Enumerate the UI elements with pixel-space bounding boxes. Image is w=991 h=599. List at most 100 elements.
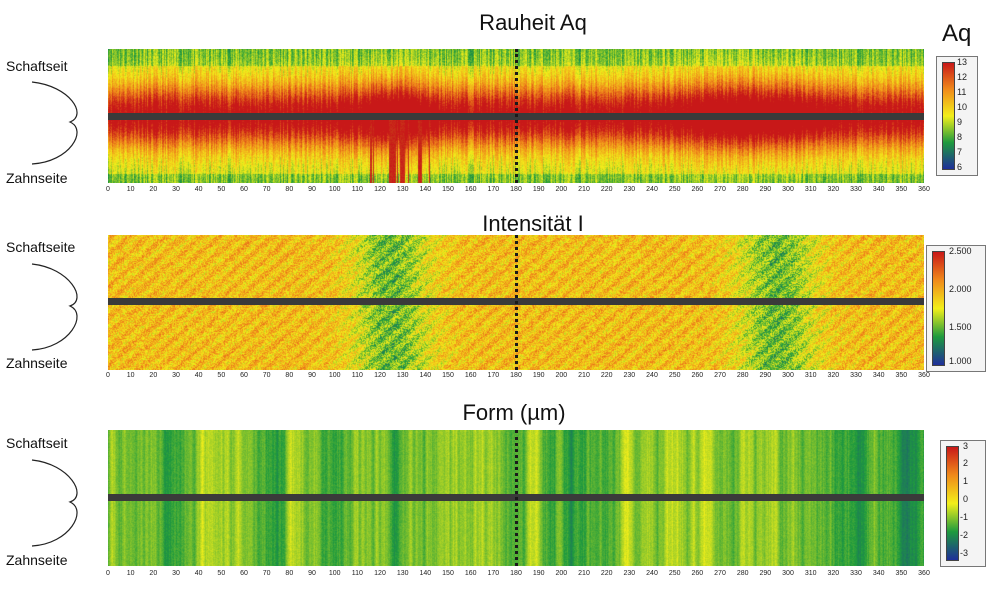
x-tick-label: 220 <box>600 372 613 379</box>
x-tick-label: 270 <box>714 186 726 193</box>
side-label-bottom: Zahnseite <box>6 355 68 371</box>
x-tick-label: 320 <box>827 570 840 577</box>
x-tick-label: 130 <box>396 372 409 379</box>
x-tick-label: 120 <box>374 186 386 193</box>
x-tick-label: 70 <box>262 570 271 577</box>
x-tick-label: 140 <box>419 372 432 379</box>
x-tick-label: 300 <box>782 186 794 193</box>
x-tick-label: 170 <box>487 186 500 193</box>
x-tick-label: 60 <box>240 570 248 577</box>
x-tick-label: 220 <box>600 186 613 193</box>
x-tick-label: 210 <box>578 186 590 193</box>
x-tick-label: 360 <box>918 372 930 379</box>
colorbar-label: -2 <box>960 530 969 540</box>
x-tick-label: 290 <box>759 372 772 379</box>
x-tick-label: 70 <box>262 186 271 193</box>
x-axis: 0 10 20 30 40 50 60 70 80 90 100 110 120 130 140 150 160… <box>106 186 930 200</box>
x-tick-label: 340 <box>872 570 885 577</box>
x-tick-label: 160 <box>464 372 477 379</box>
x-tick-label: 150 <box>442 570 454 577</box>
colorbar-label: -3 <box>960 548 969 558</box>
x-tick-label: 20 <box>149 570 158 577</box>
side-label-bottom: Zahnseite <box>6 552 68 568</box>
colorbar-label: 2.500 <box>949 246 972 256</box>
chart-title: Form (µm) <box>462 400 566 425</box>
x-tick-label: 230 <box>623 570 636 577</box>
x-tick-label: 250 <box>668 186 681 193</box>
chart-title: Intensität I <box>482 211 584 236</box>
colorbar-label: 1.500 <box>949 322 972 332</box>
x-tick-label: 310 <box>804 570 817 577</box>
x-tick-label: 270 <box>714 372 726 379</box>
colorbar: 3 2 1 0 -1 -2 -3 <box>940 440 986 567</box>
colorbar-label: 1 <box>963 476 969 486</box>
colorbar-gradient <box>932 251 945 366</box>
x-tick-label: 90 <box>308 570 316 577</box>
x-tick-label: 90 <box>308 372 316 379</box>
x-tick-label: 100 <box>328 570 341 577</box>
x-tick-label: 280 <box>736 570 749 577</box>
x-tick-label: 190 <box>532 186 545 193</box>
x-tick-label: 70 <box>262 372 271 379</box>
colorbar-label: -1 <box>960 512 969 522</box>
colorbar-label: 13 <box>957 57 968 67</box>
x-tick-label: 80 <box>285 570 294 577</box>
profile-arc-icon <box>31 263 78 351</box>
x-tick-label: 20 <box>149 372 158 379</box>
x-tick-label: 170 <box>487 570 500 577</box>
colorbar-label: 10 <box>957 102 968 112</box>
x-tick-label: 350 <box>895 186 908 193</box>
x-tick-label: 50 <box>217 186 226 193</box>
colorbar-label: 11 <box>957 87 967 97</box>
x-tick-label: 40 <box>194 372 203 379</box>
x-tick-label: 230 <box>623 186 636 193</box>
x-tick-label: 60 <box>240 372 248 379</box>
x-tick-label: 80 <box>285 186 294 193</box>
side-label-top: Schaftseit <box>6 58 68 74</box>
x-tick-label: 110 <box>351 570 363 577</box>
x-tick-label: 210 <box>578 372 590 379</box>
x-tick-label: 180 <box>510 570 522 577</box>
x-tick-label: 240 <box>646 186 658 193</box>
x-tick-label: 20 <box>149 186 158 193</box>
x-tick-label: 190 <box>532 570 545 577</box>
colorbar-label: 9 <box>957 117 963 127</box>
side-label-bottom: Zahnseite <box>6 170 68 186</box>
x-tick-label: 120 <box>374 372 386 379</box>
x-tick-label: 280 <box>736 186 749 193</box>
x-tick-label: 260 <box>691 372 704 379</box>
x-tick-label: 30 <box>172 186 180 193</box>
colorbar-label: 2.000 <box>949 284 972 294</box>
colorbar-label: 12 <box>957 72 968 82</box>
x-tick-label: 360 <box>918 186 930 193</box>
x-tick-label: 10 <box>126 570 135 577</box>
x-tick-label: 310 <box>804 372 817 379</box>
x-tick-label: 100 <box>328 372 341 379</box>
legend-title: Aq <box>942 20 972 47</box>
colorbar-label: 8 <box>957 132 963 142</box>
colorbar-label: 2 <box>963 458 969 468</box>
x-tick-label: 190 <box>532 372 545 379</box>
x-tick-label: 210 <box>578 570 590 577</box>
x-tick-label: 290 <box>759 570 772 577</box>
side-label-top: Schaftseit <box>6 435 68 451</box>
x-tick-label: 240 <box>646 372 658 379</box>
x-axis: 0 10 20 30 40 50 60 70 80 90 100 110 120 130 140 150 160… <box>106 570 930 584</box>
x-tick-label: 240 <box>646 570 658 577</box>
x-tick-label: 0 <box>106 570 110 577</box>
x-tick-label: 350 <box>895 372 908 379</box>
x-tick-label: 320 <box>827 186 840 193</box>
x-tick-label: 40 <box>194 186 203 193</box>
x-tick-label: 280 <box>736 372 749 379</box>
x-tick-label: 290 <box>759 186 772 193</box>
x-tick-label: 260 <box>691 570 704 577</box>
colorbar-label: 6 <box>957 162 963 172</box>
x-tick-label: 300 <box>782 570 794 577</box>
x-tick-label: 50 <box>217 570 226 577</box>
x-tick-label: 50 <box>217 372 226 379</box>
x-tick-label: 30 <box>172 570 180 577</box>
marker-line <box>515 235 518 370</box>
x-tick-label: 200 <box>555 186 568 193</box>
x-tick-label: 250 <box>668 372 681 379</box>
x-tick-label: 260 <box>691 186 704 193</box>
